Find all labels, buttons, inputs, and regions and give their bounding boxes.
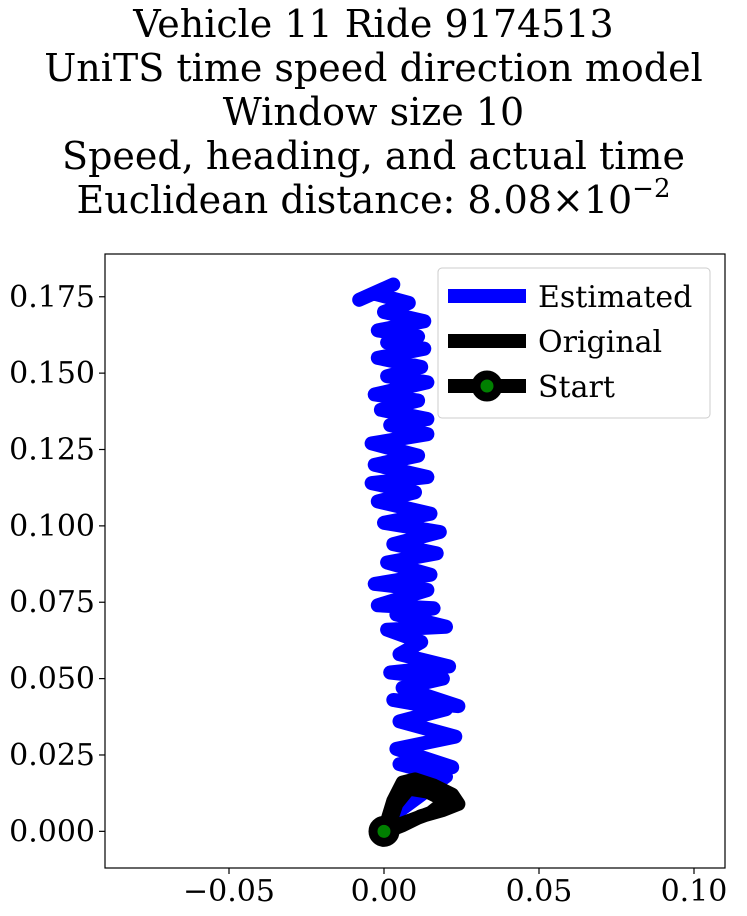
x-axis: −0.05 0.00 0.05 0.10 — [183, 868, 727, 909]
y-tick-label: 0.025 — [9, 738, 95, 773]
y-tick-label: 0.050 — [9, 662, 95, 697]
title-line-4: Speed, heading, and actual time — [62, 134, 685, 178]
plot-area-frame — [104, 253, 726, 869]
title-line-2: UniTS time speed direction model — [44, 46, 703, 90]
legend-label-original: Original — [538, 325, 662, 360]
y-tick-label: 0.150 — [9, 356, 95, 391]
title-times-sign: × — [551, 178, 584, 222]
title-distance-prefix: Euclidean distance: 8.08 — [76, 178, 552, 222]
series-line-estimated — [352, 277, 466, 820]
legend-label-estimated: Estimated — [538, 280, 692, 315]
x-tick-label: −0.05 — [183, 874, 275, 909]
x-tick-label: 0.00 — [351, 874, 418, 909]
title-line-1: Vehicle 11 Ride 9174513 — [133, 2, 614, 46]
y-tick-label: 0.075 — [9, 585, 95, 620]
x-tick-label: 0.05 — [506, 874, 573, 909]
legend: Estimated Original Start — [437, 267, 711, 419]
y-axis: 0.000 0.025 0.050 0.075 0.100 0.125 0.150 0.175 — [9, 280, 105, 849]
title-exponent-base: 10 — [583, 178, 633, 222]
title-line-3: Window size 10 — [222, 90, 525, 134]
legend-marker-start — [471, 370, 503, 402]
y-tick-label: 0.100 — [9, 509, 95, 544]
y-tick-label: 0.175 — [9, 280, 95, 315]
x-tick-label: 0.10 — [661, 874, 728, 909]
series-line-original — [377, 772, 466, 839]
title-line-5: Euclidean distance: 8.08×10−2 — [0, 176, 747, 222]
series-layer — [352, 277, 466, 847]
y-tick-label: 0.000 — [9, 814, 95, 849]
title-exponent: −2 — [632, 174, 671, 204]
start-marker — [368, 815, 400, 847]
y-tick-label: 0.125 — [9, 433, 95, 468]
legend-label-start: Start — [538, 370, 615, 405]
chart-title: Vehicle 11 Ride 9174513 UniTS time speed… — [0, 2, 747, 222]
